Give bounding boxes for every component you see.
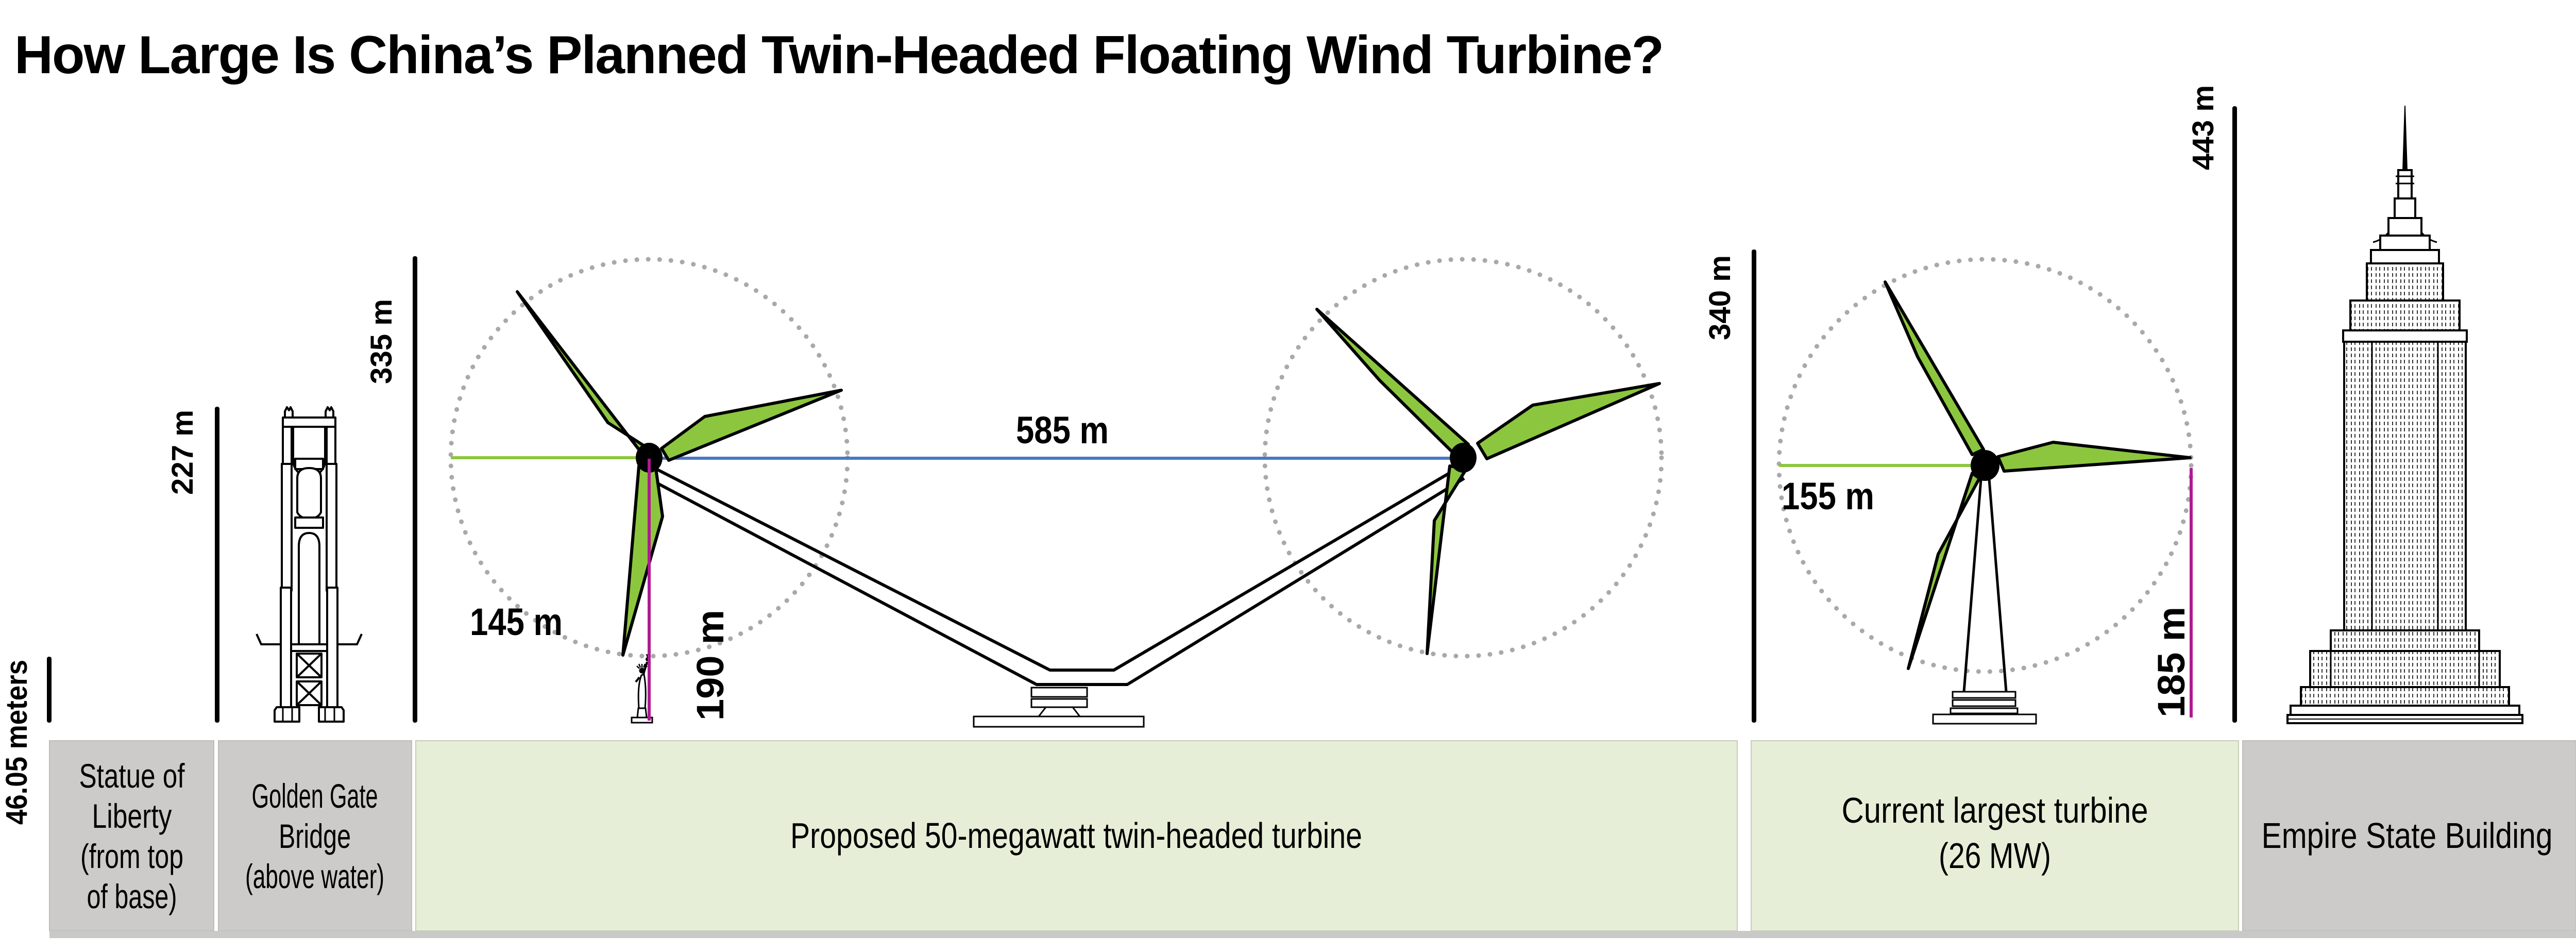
proposed-twin-turbine-figure — [516, 290, 1661, 728]
band-box-proposed — [415, 740, 1738, 931]
hub-right — [1450, 443, 1477, 473]
legend-band: Statue of Liberty (from top of base) Gol… — [49, 740, 2576, 938]
band-label-ggb-1: Golden Gate — [252, 777, 378, 815]
blade — [1996, 441, 2192, 473]
blade — [1884, 280, 1985, 456]
band-label-ggb-3: (above water) — [245, 857, 384, 895]
height-label-current: 340 m — [1703, 255, 1737, 340]
band-label-statue-3: (from top — [80, 837, 183, 875]
blade — [1315, 308, 1470, 454]
band-label-ggb-2: Bridge — [279, 817, 351, 855]
blade — [1476, 382, 1661, 460]
blade — [660, 389, 843, 462]
bar-empire-state — [2232, 106, 2237, 723]
bar-statue — [47, 657, 52, 723]
band-label-statue-4: of base) — [87, 877, 177, 915]
band-label-statue-2: Liberty — [92, 797, 172, 835]
span-label-585: 585 m — [1016, 409, 1109, 452]
hub-left — [636, 443, 663, 473]
band-box-current — [1751, 740, 2239, 931]
band-label-empire-state: Empire State Building — [2262, 815, 2553, 856]
blade-label-145: 145 m — [470, 600, 563, 643]
bar-current — [1752, 249, 1756, 723]
blade — [516, 290, 647, 451]
height-label-statue: 46.05 meters — [0, 660, 33, 825]
statue-of-liberty-figure — [631, 654, 653, 724]
hub-current — [1971, 450, 1999, 481]
height-label-proposed: 335 m — [365, 299, 398, 384]
page-title: How Large Is China’s Planned Twin-Headed… — [14, 25, 1663, 85]
golden-gate-bridge-figure — [256, 406, 363, 723]
blade — [621, 463, 664, 657]
hub-label-190: 190 m — [689, 610, 732, 721]
current-largest-turbine-figure — [1884, 280, 2192, 725]
band-label-statue-1: Statue of — [79, 757, 185, 795]
height-label-empire-state: 443 m — [2187, 85, 2220, 170]
empire-state-building-figure — [2286, 105, 2523, 724]
bar-golden-gate — [215, 407, 219, 723]
rotor-circle-proposed-right — [1262, 257, 1664, 659]
band-bottom-edge — [49, 931, 2576, 938]
band-label-current-2: (26 MW) — [1939, 836, 2051, 876]
band-box-empire-state — [2242, 740, 2576, 931]
band-label-current-1: Current largest turbine — [1842, 790, 2148, 830]
band-label-proposed: Proposed 50-megawatt twin-headed turbine — [790, 815, 1362, 856]
bar-proposed — [413, 256, 417, 723]
height-label-golden-gate: 227 m — [166, 410, 199, 495]
blade — [1426, 464, 1468, 655]
height-marker-bars — [47, 106, 2237, 723]
blade-label-155: 155 m — [1782, 475, 1874, 518]
hub-label-185: 185 m — [2150, 607, 2193, 718]
band-box-golden-gate — [218, 740, 412, 931]
band-box-statue — [49, 740, 214, 931]
